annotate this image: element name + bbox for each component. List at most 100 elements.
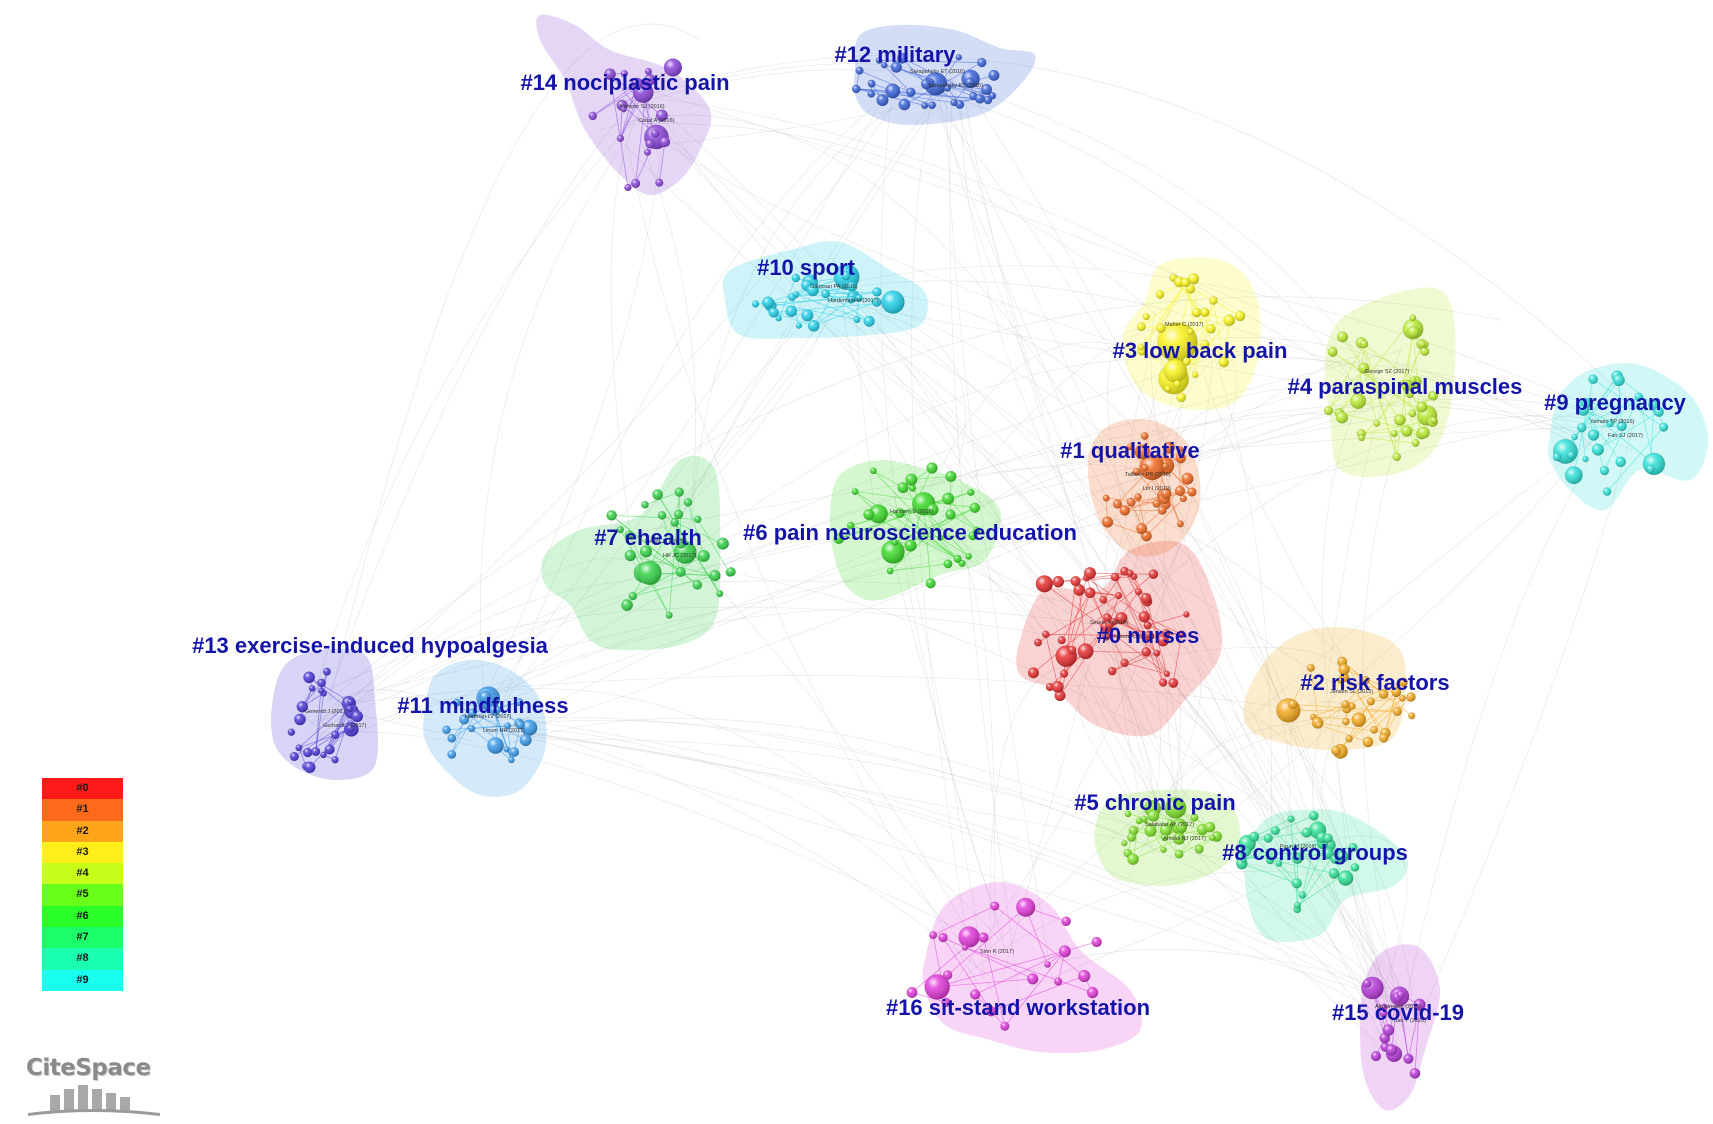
reference-node[interactable] bbox=[846, 521, 855, 530]
reference-node[interactable] bbox=[1104, 619, 1114, 630]
reference-node[interactable] bbox=[1330, 745, 1341, 756]
reference-node[interactable] bbox=[885, 83, 901, 99]
reference-node[interactable] bbox=[1337, 870, 1354, 886]
reference-node[interactable] bbox=[1291, 878, 1302, 889]
reference-node[interactable] bbox=[303, 671, 316, 684]
reference-node[interactable] bbox=[1172, 832, 1186, 845]
reference-node[interactable] bbox=[663, 58, 683, 77]
reference-node[interactable] bbox=[1263, 833, 1273, 843]
reference-node[interactable] bbox=[322, 667, 332, 676]
reference-node[interactable] bbox=[1409, 314, 1417, 322]
reference-node[interactable] bbox=[988, 91, 997, 100]
reference-node[interactable] bbox=[1419, 340, 1426, 348]
reference-node[interactable] bbox=[1140, 815, 1148, 823]
reference-node[interactable] bbox=[1428, 391, 1439, 401]
reference-node[interactable] bbox=[1199, 307, 1210, 318]
reference-node[interactable] bbox=[641, 500, 649, 509]
reference-node[interactable] bbox=[1051, 680, 1064, 693]
reference-node[interactable] bbox=[351, 710, 364, 723]
reference-node[interactable] bbox=[1401, 379, 1413, 392]
reference-node[interactable] bbox=[1045, 682, 1055, 692]
reference-node[interactable] bbox=[1400, 425, 1413, 437]
reference-node[interactable] bbox=[1288, 699, 1298, 710]
reference-node[interactable] bbox=[1194, 844, 1204, 854]
reference-node[interactable] bbox=[1351, 712, 1367, 728]
reference-node[interactable] bbox=[881, 290, 905, 314]
reference-node[interactable] bbox=[1615, 456, 1627, 468]
reference-node[interactable] bbox=[1190, 813, 1199, 822]
reference-node[interactable] bbox=[1115, 591, 1123, 600]
reference-node[interactable] bbox=[1115, 611, 1128, 625]
reference-node[interactable] bbox=[801, 309, 814, 322]
reference-node[interactable] bbox=[1187, 273, 1200, 285]
reference-node[interactable] bbox=[1126, 832, 1137, 842]
reference-node[interactable] bbox=[1345, 734, 1353, 743]
reference-node[interactable] bbox=[1322, 847, 1334, 860]
reference-node[interactable] bbox=[1606, 419, 1615, 428]
reference-node[interactable] bbox=[1646, 464, 1655, 474]
reference-node[interactable] bbox=[295, 744, 303, 752]
reference-node[interactable] bbox=[785, 305, 798, 318]
reference-node[interactable] bbox=[1552, 452, 1562, 462]
reference-node[interactable] bbox=[1163, 670, 1171, 678]
reference-node[interactable] bbox=[1359, 339, 1369, 349]
reference-node[interactable] bbox=[331, 755, 339, 764]
reference-node[interactable] bbox=[1336, 331, 1349, 343]
reference-node[interactable] bbox=[1155, 290, 1165, 299]
reference-node[interactable] bbox=[1337, 677, 1344, 684]
reference-node[interactable] bbox=[1160, 487, 1172, 500]
reference-node[interactable] bbox=[1350, 863, 1360, 872]
reference-node[interactable] bbox=[891, 538, 899, 546]
reference-node[interactable] bbox=[1160, 833, 1169, 842]
reference-node[interactable] bbox=[1407, 325, 1420, 338]
reference-node[interactable] bbox=[616, 134, 625, 143]
reference-node[interactable] bbox=[821, 289, 831, 299]
reference-node[interactable] bbox=[644, 67, 653, 76]
reference-node[interactable] bbox=[347, 698, 354, 706]
reference-node[interactable] bbox=[1430, 416, 1438, 424]
reference-node[interactable] bbox=[1027, 667, 1040, 679]
reference-node[interactable] bbox=[1385, 1044, 1398, 1056]
reference-node[interactable] bbox=[1612, 374, 1625, 387]
reference-node[interactable] bbox=[1206, 324, 1216, 334]
reference-node[interactable] bbox=[1315, 721, 1323, 729]
reference-node[interactable] bbox=[1308, 810, 1319, 821]
reference-node[interactable] bbox=[1366, 697, 1376, 706]
reference-node[interactable] bbox=[1409, 1067, 1421, 1079]
reference-node[interactable] bbox=[955, 54, 963, 61]
reference-node[interactable] bbox=[520, 719, 538, 736]
reference-node[interactable] bbox=[1336, 850, 1349, 863]
reference-node[interactable] bbox=[846, 281, 857, 292]
reference-node[interactable] bbox=[296, 700, 309, 713]
reference-node[interactable] bbox=[1138, 610, 1151, 623]
reference-node[interactable] bbox=[1159, 823, 1172, 837]
reference-node[interactable] bbox=[1103, 613, 1112, 623]
reference-node[interactable] bbox=[1107, 666, 1117, 676]
reference-node[interactable] bbox=[1148, 569, 1159, 580]
reference-node[interactable] bbox=[620, 69, 629, 78]
reference-node[interactable] bbox=[775, 314, 782, 322]
reference-node[interactable] bbox=[855, 294, 863, 302]
reference-node[interactable] bbox=[1405, 389, 1415, 399]
reference-node[interactable] bbox=[317, 678, 326, 688]
reference-node[interactable] bbox=[806, 284, 819, 297]
reference-node[interactable] bbox=[870, 467, 877, 475]
reference-node[interactable] bbox=[961, 944, 969, 951]
reference-node[interactable] bbox=[631, 77, 643, 90]
reference-node[interactable] bbox=[1408, 409, 1417, 418]
reference-node[interactable] bbox=[1163, 441, 1176, 454]
reference-node[interactable] bbox=[683, 498, 693, 507]
reference-node[interactable] bbox=[1134, 493, 1142, 501]
reference-node[interactable] bbox=[1576, 422, 1587, 433]
reference-node[interactable] bbox=[1642, 452, 1666, 476]
reference-node[interactable] bbox=[1393, 414, 1406, 426]
reference-node[interactable] bbox=[655, 178, 664, 187]
reference-node[interactable] bbox=[1120, 658, 1129, 668]
reference-node[interactable] bbox=[289, 751, 299, 762]
reference-node[interactable] bbox=[942, 970, 953, 980]
reference-node[interactable] bbox=[588, 111, 598, 121]
reference-node[interactable] bbox=[1588, 374, 1599, 385]
reference-node[interactable] bbox=[751, 300, 760, 308]
reference-node[interactable] bbox=[1144, 824, 1157, 837]
reference-node[interactable] bbox=[1599, 465, 1610, 476]
